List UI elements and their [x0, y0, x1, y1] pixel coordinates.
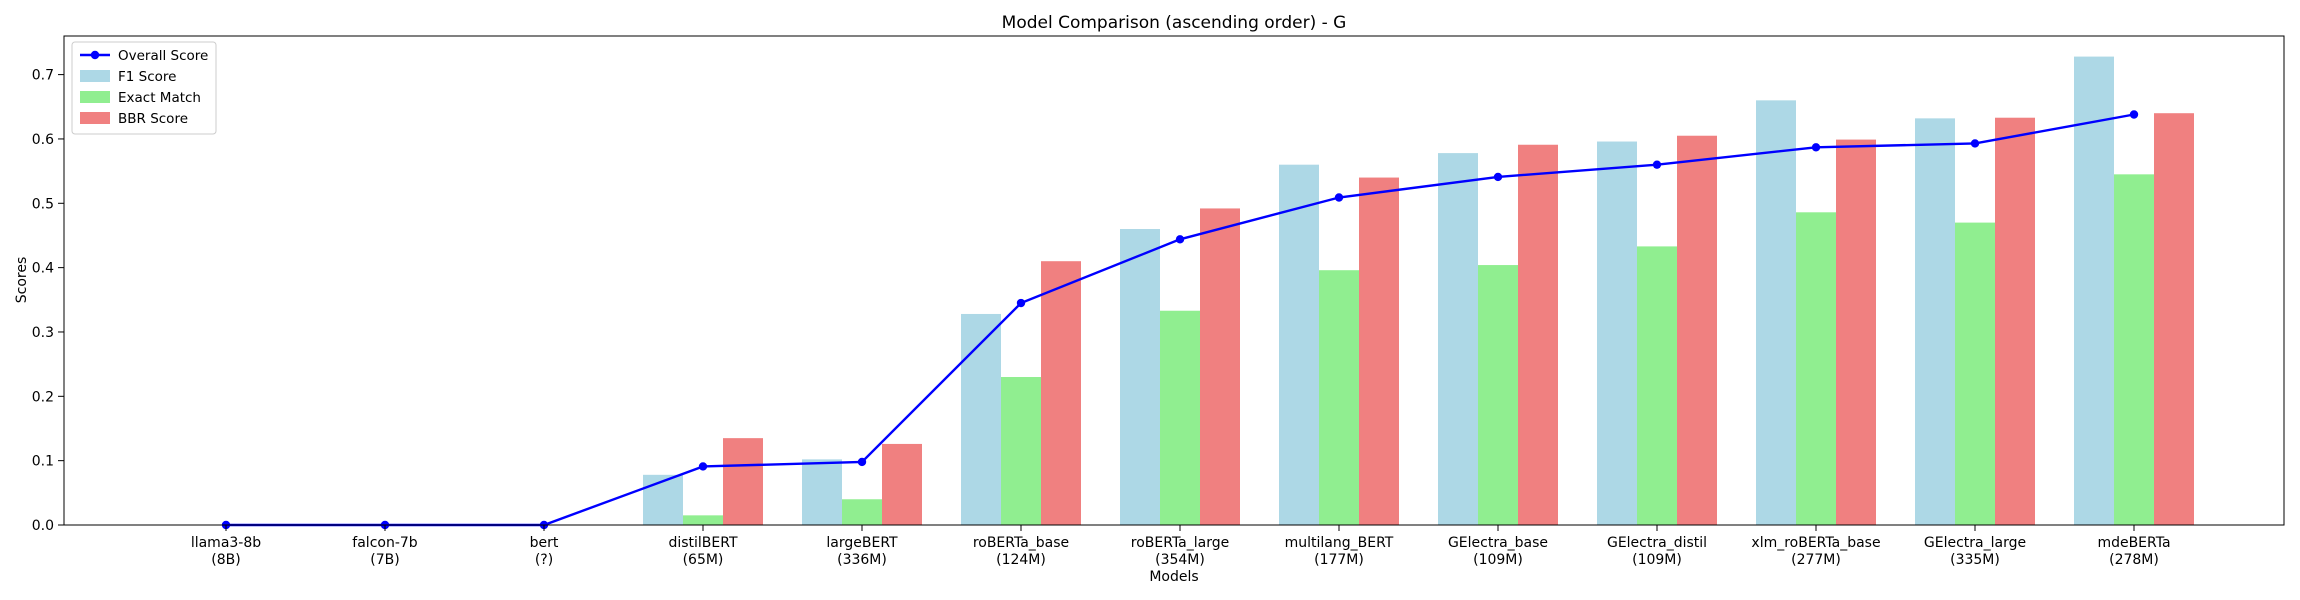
line-point	[1970, 139, 1980, 148]
bar	[1995, 117, 2035, 525]
bar	[723, 438, 763, 525]
x-tick-label: roBERTa_large (354M)	[1131, 535, 1229, 568]
bar	[2114, 174, 2154, 526]
x-tick-label: xlm_roBERTa_base (277M)	[1751, 535, 1880, 568]
x-tick-label: GElectra_distil (109M)	[1607, 535, 1707, 568]
bar	[1359, 177, 1399, 526]
y-axis: 0.0 0.1 0.2 0.3 0.4 0.5 0.6 0.7	[32, 68, 64, 534]
legend-label: Overall Score	[118, 48, 208, 64]
legend-frame	[71, 41, 217, 135]
y-tick-label: 0.0	[32, 518, 54, 534]
y-tick-label: 0.7	[32, 68, 54, 84]
y-tick-label: 0.5	[32, 196, 54, 212]
line-point	[698, 462, 708, 471]
y-tick-label: 0.3	[32, 325, 54, 341]
bar	[2074, 56, 2114, 525]
bar	[1915, 118, 1955, 525]
x-tick-label: bert (?)	[530, 535, 559, 568]
legend-label: Exact Match	[118, 90, 201, 106]
line-point	[2129, 110, 2139, 119]
legend-label: F1 Score	[118, 69, 176, 85]
bar	[802, 459, 842, 525]
line-point	[1652, 160, 1662, 169]
line-point	[1811, 143, 1821, 152]
legend: Overall Score F1 Score Exact Match BBR Scor…	[71, 41, 217, 135]
bar	[1001, 377, 1041, 525]
bar	[882, 443, 922, 525]
line-point	[1016, 298, 1026, 308]
legend-label: BBR Score	[118, 111, 188, 127]
bar	[683, 515, 723, 525]
bar	[1637, 246, 1677, 525]
bar	[1796, 212, 1836, 525]
legend-swatch	[80, 112, 110, 124]
bar	[1319, 270, 1359, 525]
x-tick-label: distilBERT (65M)	[668, 535, 737, 568]
x-tick-label: llama3-8b (8B)	[191, 535, 261, 568]
bars-layer	[643, 56, 2194, 526]
y-tick-label: 0.1	[32, 454, 54, 470]
bar	[1120, 229, 1160, 526]
legend-swatch	[80, 91, 110, 103]
bar	[1756, 100, 1796, 525]
chart-title: Model Comparison (ascending order) - G	[1002, 13, 1347, 33]
legend-swatch	[80, 70, 110, 82]
bar	[1836, 139, 1876, 525]
x-tick-label: falcon-7b (7B)	[352, 535, 417, 568]
bar	[1438, 153, 1478, 525]
bar	[842, 499, 882, 525]
y-tick-label: 0.2	[32, 389, 54, 405]
y-tick-label: 0.4	[32, 261, 54, 277]
bar	[1200, 208, 1240, 526]
x-tick-label: roBERTa_base (124M)	[973, 535, 1069, 568]
bar	[1955, 222, 1995, 525]
bar	[1478, 265, 1518, 525]
line-point	[857, 457, 867, 467]
line-point	[1493, 172, 1503, 182]
bar	[1160, 310, 1200, 525]
x-tick-label: GElectra_large (335M)	[1924, 535, 2026, 568]
bar	[1041, 261, 1081, 525]
x-axis-label: Models	[1149, 569, 1198, 585]
bar	[2154, 113, 2194, 526]
bar	[1279, 164, 1319, 525]
bar	[961, 313, 1001, 525]
x-tick-label: largeBERT (336M)	[826, 535, 898, 568]
x-tick-label: GElectra_base (109M)	[1448, 535, 1548, 568]
bar	[1677, 135, 1717, 525]
y-axis-label: Scores	[14, 257, 30, 304]
x-axis: llama3-8b (8B) falcon-7b (7B) bert (?) distilB…	[191, 525, 2171, 568]
bar	[1597, 141, 1637, 525]
line-point	[1334, 193, 1344, 202]
x-tick-label: multilang_BERT (177M)	[1285, 535, 1394, 568]
plot-frame	[63, 35, 2285, 526]
bar	[643, 474, 683, 525]
bar	[1518, 144, 1558, 525]
y-tick-label: 0.6	[32, 132, 54, 148]
line-point	[1175, 235, 1185, 244]
x-tick-label: mdeBERTa (278M)	[2097, 535, 2170, 568]
legend-marker	[90, 50, 100, 60]
